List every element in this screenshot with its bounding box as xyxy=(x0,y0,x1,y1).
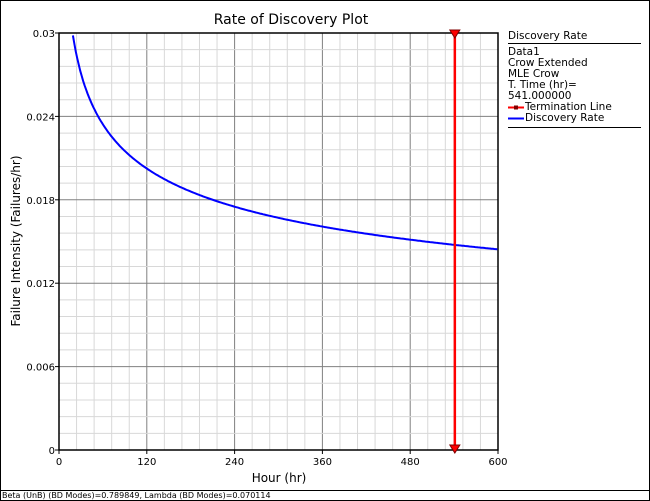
discovery-rate-swatch-icon xyxy=(508,117,524,120)
y-tick-label: 0.024 xyxy=(26,112,55,123)
legend-entry-label: Termination Line xyxy=(525,101,612,113)
x-axis-label: Hour (hr) xyxy=(252,471,307,485)
plot-frame xyxy=(58,32,499,451)
y-tick-label: 0 xyxy=(49,446,55,457)
legend-line-ttime: T. Time (hr)= 541.000000 xyxy=(508,79,577,102)
termination-top-marker-icon xyxy=(448,29,461,39)
x-tick-label: 600 xyxy=(488,457,507,468)
legend-line-data: Data1 xyxy=(508,46,540,58)
legend-line-method: MLE Crow xyxy=(508,68,560,80)
legend-title: Discovery Rate xyxy=(508,31,641,44)
legend-line-model: Crow Extended xyxy=(508,57,588,69)
y-axis-label: Failure Intensity (Failures/hr) xyxy=(9,155,23,326)
termination-line-swatch-icon xyxy=(508,105,524,110)
y-tick-label: 0.03 xyxy=(33,29,55,40)
chart-title: Rate of Discovery Plot xyxy=(214,12,369,28)
y-tick-label: 0.018 xyxy=(26,196,55,207)
x-tick-label: 360 xyxy=(313,457,332,468)
x-tick-label: 240 xyxy=(225,457,244,468)
x-tick-label: 480 xyxy=(401,457,420,468)
legend-entry-label: Discovery Rate xyxy=(525,112,605,124)
termination-bottom-marker-icon xyxy=(448,444,461,454)
chart: Rate of Discovery Plot 0 120 240 360 480 600 0… xyxy=(9,12,508,485)
x-tick-label: 120 xyxy=(137,457,156,468)
discovery-rate-line xyxy=(71,35,498,251)
legend-entry-discovery: Discovery Rate xyxy=(508,113,641,124)
legend: Discovery Rate Data1 Crow Extended MLE C… xyxy=(508,31,641,128)
y-tick-label: 0.006 xyxy=(26,363,55,374)
x-tick-label: 0 xyxy=(56,457,62,468)
legend-entry-termination: Termination Line xyxy=(508,102,641,113)
y-tick-label: 0.012 xyxy=(26,279,55,290)
status-bar: Beta (UnB) (BD Modes)=0.789849, Lambda (… xyxy=(1,490,649,500)
